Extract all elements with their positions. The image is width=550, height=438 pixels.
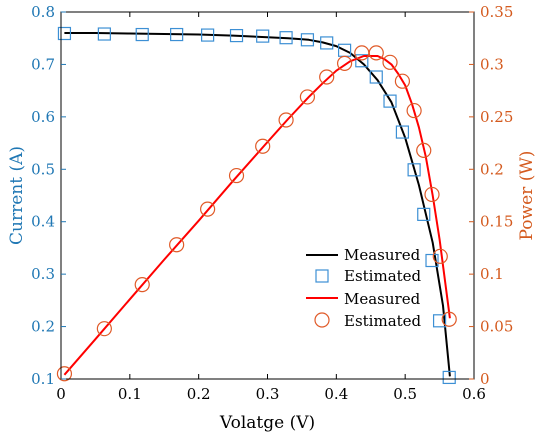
power-estimated-point xyxy=(441,311,457,327)
left-y-tick-label: 0.7 xyxy=(31,55,55,73)
power-estimated-point xyxy=(394,73,411,89)
power-estimated-point xyxy=(228,167,245,184)
current-measured-line xyxy=(64,32,451,377)
left-y-tick-label: 0.8 xyxy=(31,3,55,21)
x-tick-label: 0.3 xyxy=(256,385,280,403)
current-estimated-point xyxy=(256,29,270,43)
left-y-tick-label: 0.5 xyxy=(31,160,55,178)
left-y-tick-label: 0.4 xyxy=(31,213,55,231)
left-y-tick-label: 0.1 xyxy=(31,370,55,388)
power-estimated-point xyxy=(424,186,440,203)
power-estimated-point xyxy=(96,321,112,337)
x-tick-label: 0.2 xyxy=(187,385,211,403)
x-tick-label: 0.5 xyxy=(393,385,417,403)
power-estimated-point xyxy=(56,366,73,382)
legend-label-power-measured: Measured xyxy=(344,290,421,308)
legend-marker-power-estimated xyxy=(314,312,330,328)
power-estimated-point xyxy=(432,248,448,264)
current-estimated-point xyxy=(97,27,111,41)
legend: Measured Estimated Measured Estimated xyxy=(306,246,422,330)
current-estimated-point xyxy=(383,94,397,108)
left-y-axis-title: Current (A) xyxy=(7,146,27,245)
power-estimated-point xyxy=(200,201,216,217)
current-estimated-point xyxy=(442,370,456,385)
current-estimated-point xyxy=(57,26,72,41)
right-y-tick-label: 0 xyxy=(480,370,490,388)
power-estimated-point xyxy=(416,142,432,159)
power-estimated-point xyxy=(278,112,294,128)
legend-marker-current-estimated xyxy=(315,269,329,283)
left-y-tick-label: 0.6 xyxy=(31,108,55,126)
power-estimated-point xyxy=(299,89,316,105)
current-estimated-point xyxy=(355,54,369,68)
current-estimated-point xyxy=(135,27,149,42)
right-y-tick-label: 0.2 xyxy=(480,160,504,178)
right-y-axis-title: Power (W) xyxy=(517,151,537,241)
current-estimated-point xyxy=(395,125,410,139)
legend-label-power-estimated: Estimated xyxy=(344,312,422,330)
current-estimated-point xyxy=(279,31,293,45)
current-estimated-point xyxy=(201,28,215,42)
current-estimated-point xyxy=(369,70,383,84)
right-y-tick-label: 0.15 xyxy=(480,213,513,231)
x-tick-label: 0.6 xyxy=(462,385,486,403)
power-estimated-point xyxy=(255,138,271,154)
power-estimated-point xyxy=(382,54,398,70)
right-y-tick-label: 0.35 xyxy=(480,3,513,21)
right-y-tick-label: 0.25 xyxy=(480,108,513,126)
right-y-tick-label: 0.1 xyxy=(480,265,504,283)
legend-label-current-measured: Measured xyxy=(344,246,421,264)
right-y-tick-label: 0.05 xyxy=(480,318,513,336)
power-estimated-point xyxy=(336,55,353,71)
current-estimated-point xyxy=(320,36,334,50)
current-estimated-point xyxy=(432,314,447,328)
power-estimated-point xyxy=(134,277,150,293)
x-tick-label: 0.1 xyxy=(118,385,142,403)
left-y-tick-label: 0.2 xyxy=(31,318,55,336)
power-estimated-point xyxy=(319,69,335,85)
power-estimated-point xyxy=(368,45,384,61)
current-estimated-point xyxy=(417,207,431,221)
current-estimated-point xyxy=(170,27,184,42)
x-axis-title: Volatge (V) xyxy=(219,413,315,433)
x-tick-label: 0.4 xyxy=(324,385,348,403)
current-estimated-point xyxy=(300,33,315,47)
legend-label-current-estimated: Estimated xyxy=(344,267,422,285)
power-estimated-point xyxy=(406,102,422,119)
current-estimated-point xyxy=(229,28,244,43)
plot-marks xyxy=(56,26,457,385)
ticks: 0 0.1 0.2 0.3 0.4 0.5 0.60.10.20.30.40.50.60.7… xyxy=(31,3,513,403)
left-y-tick-label: 0.3 xyxy=(31,265,55,283)
current-estimated-point xyxy=(425,253,439,268)
right-y-tick-label: 0.3 xyxy=(480,55,504,73)
current-estimated-point xyxy=(407,163,421,177)
power-estimated-point xyxy=(169,237,185,253)
x-tick-label: 0 xyxy=(56,385,66,403)
